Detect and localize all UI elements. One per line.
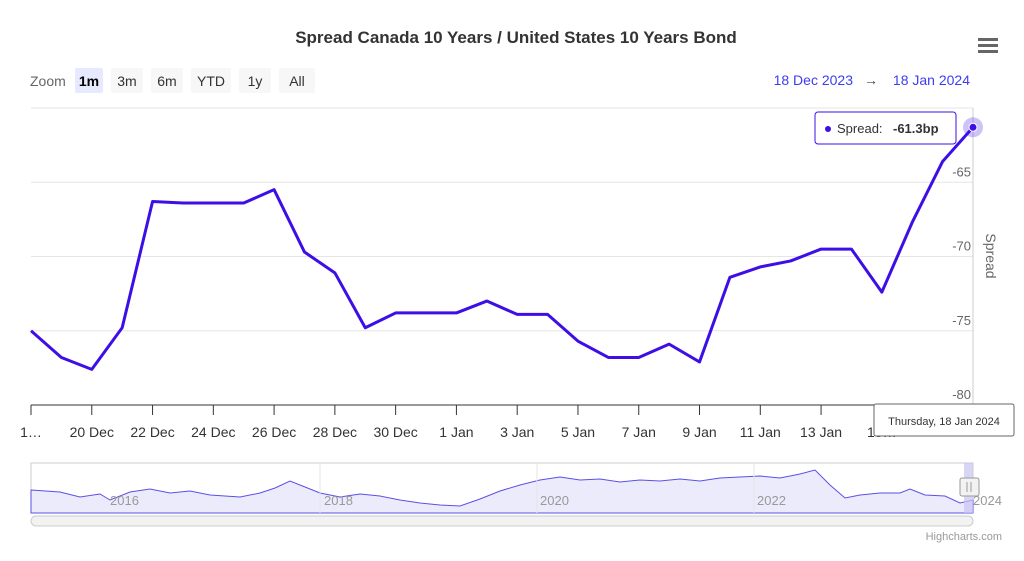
- zoom-button-label[interactable]: 1y: [248, 73, 263, 89]
- navigator: [30, 462, 980, 514]
- x-tick-label: 30 Dec: [373, 424, 417, 440]
- zoom-button[interactable]: [75, 68, 103, 93]
- x-tick-label: 1 Jan: [439, 424, 473, 440]
- zoom-button[interactable]: [111, 68, 143, 93]
- tooltip: Spread: -61.3bp: [814, 111, 957, 145]
- navigator-year: 2018: [324, 493, 353, 508]
- zoom-button[interactable]: [151, 68, 183, 93]
- navigator-series: [30, 469, 974, 514]
- zoom-button-label[interactable]: 1m: [79, 73, 99, 89]
- navigator-year: 2024: [973, 493, 1002, 508]
- menu-bar: [978, 38, 998, 41]
- tooltip-box: [814, 111, 957, 145]
- y-tick-label: -70: [952, 239, 971, 254]
- x-tick-label: 7 Jan: [622, 424, 656, 440]
- zoom-label: Zoom: [30, 73, 66, 89]
- zoom-button[interactable]: [279, 68, 315, 93]
- navigator-year: 2022: [757, 493, 786, 508]
- x-tick-label: 5 Jan: [561, 424, 595, 440]
- date-tooltip: Thursday, 18 Jan 2024: [873, 403, 1015, 437]
- tooltip-label: Spread:: [837, 121, 883, 136]
- zoom-button-label[interactable]: 6m: [157, 73, 176, 89]
- series-line: [30, 126, 975, 371]
- hover-point[interactable]: [968, 122, 978, 132]
- range-from[interactable]: 18 Dec 2023: [774, 72, 854, 88]
- range-to[interactable]: 18 Jan 2024: [893, 72, 970, 88]
- zoom-button-label[interactable]: All: [289, 73, 305, 89]
- menu-bar: [978, 44, 998, 47]
- range-arrow: →: [864, 72, 878, 88]
- zoom-button-label[interactable]: 3m: [117, 73, 136, 89]
- x-tick-label: 3 Jan: [500, 424, 534, 440]
- scrollbar[interactable]: [30, 515, 974, 527]
- x-tick-label: 9 Jan: [682, 424, 716, 440]
- y-tick-label: -65: [952, 164, 971, 179]
- x-tick-label: 24 Dec: [191, 424, 235, 440]
- date-tooltip-text: Thursday, 18 Jan 2024: [888, 416, 1000, 428]
- tooltip-marker: [825, 126, 831, 132]
- chart-title: Spread Canada 10 Years / United States 1…: [295, 28, 737, 47]
- menu-bar: [978, 50, 998, 53]
- credits[interactable]: Highcharts.com: [926, 531, 1002, 543]
- x-tick-label: 13 Jan: [800, 424, 842, 440]
- date-tooltip-box: [873, 403, 1015, 437]
- navigator-handle[interactable]: [959, 477, 980, 497]
- x-tick-label: 1…: [20, 424, 42, 440]
- zoom-button[interactable]: [239, 68, 271, 93]
- navigator-year: 2020: [540, 493, 569, 508]
- x-tick-label: 26 Dec: [252, 424, 296, 440]
- y-tick-label: -75: [952, 313, 971, 328]
- x-tick-label: 11 Jan: [740, 424, 781, 440]
- tooltip-value: -61.3bp: [893, 121, 939, 136]
- zoom-button-label[interactable]: YTD: [197, 73, 225, 89]
- menu-button[interactable]: [978, 38, 998, 53]
- x-tick-label: 28 Dec: [313, 424, 357, 440]
- y-axis-title: Spread: [983, 233, 999, 278]
- x-tick-label: 22 Dec: [130, 424, 174, 440]
- zoom-button[interactable]: [191, 68, 231, 93]
- x-tick-label: 20 Dec: [70, 424, 114, 440]
- y-tick-label: -80: [952, 387, 971, 402]
- navigator-year: 2016: [110, 493, 139, 508]
